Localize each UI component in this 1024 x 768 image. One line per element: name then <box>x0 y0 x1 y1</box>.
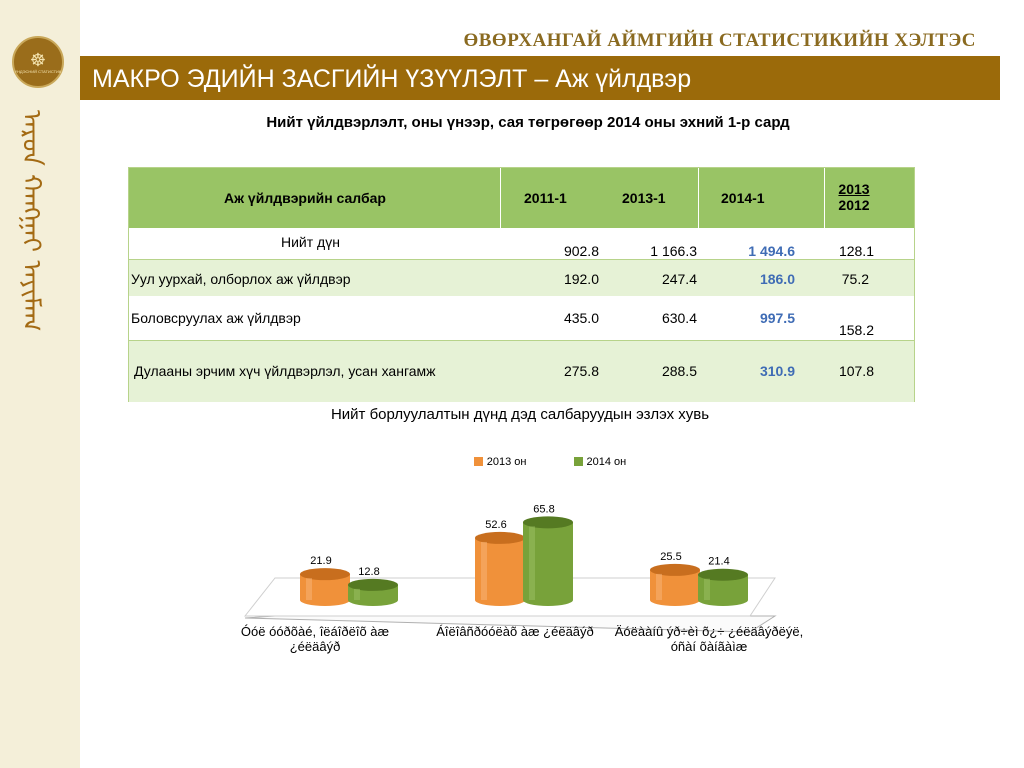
category-label: Óóë óóðõàé, îëáîðëîõ àæ ¿éëäâýð <box>240 624 390 654</box>
bar <box>300 574 350 606</box>
row-2013: 630.4 <box>661 310 697 326</box>
header-ratio-top: 2013 <box>838 181 870 197</box>
row-2014: 186.0 <box>759 271 795 287</box>
table-row: Уул уурхай, олборлох аж үйлдвэр 192.0 24… <box>129 259 914 298</box>
bar-top <box>300 568 350 581</box>
mongolian-script-text: ᠠᠷᠤᠨ ᠬᠠᠩᠭᠠᠢ ᠠᠶᠢᠮᠠᠭ <box>16 110 46 332</box>
sidebar: ☸ ҮНДЭСНИЙ СТАТИСТИК ᠠᠷᠤᠨ ᠬᠠᠩᠭᠠᠢ ᠠᠶᠢᠮᠠᠭ <box>0 0 80 768</box>
bars-group: 21.9 12.8 52.6 65.8 25.5 21.4 <box>300 503 748 606</box>
bar-data-label: 65.8 <box>533 503 554 515</box>
header-sector: Аж үйлдвэрийн салбар <box>224 190 386 206</box>
row-2014: 310.9 <box>759 363 795 379</box>
bar-highlight <box>656 573 662 600</box>
bar <box>650 569 700 606</box>
bar-top <box>698 568 748 581</box>
table-header-row: Аж үйлдвэрийн салбар 2011-1 2013-1 2014-… <box>129 168 914 229</box>
bar-top <box>475 531 525 544</box>
legend-label: 2013 он <box>486 456 527 468</box>
legend-label: 2014 он <box>586 456 627 468</box>
header-2014: 2014-1 <box>721 190 765 206</box>
bar-top <box>650 563 700 576</box>
bar-data-label: 52.6 <box>485 519 506 531</box>
row-name: Нийт дүн <box>281 234 340 250</box>
header-ratio: 2013 2012 <box>824 181 884 213</box>
bar <box>348 584 398 606</box>
row-name: Дулааны эрчим хүч үйлдвэрлэл, усан ханга… <box>134 363 436 379</box>
bar-top <box>523 516 573 529</box>
row-2011: 275.8 <box>563 363 599 379</box>
org-title: ӨВӨРХАНГАЙ АЙМГИЙН СТАТИСТИКИЙН ХЭЛТЭС <box>463 30 976 51</box>
row-2011: 902.8 <box>563 243 599 259</box>
legend-item-2013: 2013 он <box>473 456 527 468</box>
chart-title: Нийт борлуулалтын дүнд дэд салбаруудын э… <box>330 406 710 423</box>
bar-chart: 21.9 12.8 52.6 65.8 25.5 21.4 <box>243 503 777 633</box>
table-row: Дулааны эрчим хүч үйлдвэрлэл, усан ханга… <box>129 340 914 402</box>
row-2013: 1 166.3 <box>650 243 697 259</box>
table-row: Боловсруулах аж үйлдвэр 435.0 630.4 997.… <box>129 296 914 340</box>
row-name: Уул уурхай, олборлох аж үйлдвэр <box>131 271 351 287</box>
row-2014: 1 494.6 <box>748 243 795 259</box>
bar-highlight <box>704 578 710 600</box>
chart-legend: 2013 он 2014 он <box>0 456 1024 468</box>
legend-item-2014: 2014 он <box>573 456 627 468</box>
bar-data-label: 21.4 <box>708 556 729 568</box>
bar <box>698 574 748 606</box>
row-2011: 435.0 <box>563 310 599 326</box>
row-2013: 288.5 <box>661 363 697 379</box>
bar-data-label: 12.8 <box>358 566 379 578</box>
bar-data-label: 21.9 <box>310 555 331 567</box>
category-label: Äóëààíû ýð÷èì õ¿÷ ¿éëäâýðëýë, óñàí õàíãà… <box>614 624 804 654</box>
logo-caption: ҮНДЭСНИЙ СТАТИСТИК <box>14 68 62 74</box>
logo-emblem-icon: ☸ <box>29 49 47 70</box>
header-2011: 2011-1 <box>524 190 567 206</box>
table-row: Нийт дүн 902.8 1 166.3 1 494.6 128.1 <box>129 228 914 259</box>
bar-highlight <box>306 578 312 600</box>
row-name: Боловсруулах аж үйлдвэр <box>131 310 301 326</box>
row-2013: 247.4 <box>661 271 697 287</box>
bar <box>475 537 525 606</box>
row-ratio: 107.8 <box>838 363 874 379</box>
bar-highlight <box>529 526 535 600</box>
bar <box>523 522 573 606</box>
data-table: Аж үйлдвэрийн салбар 2011-1 2013-1 2014-… <box>128 167 915 402</box>
bar-highlight <box>481 541 487 600</box>
legend-swatch-2014 <box>573 457 583 466</box>
row-ratio: 75.2 <box>841 271 869 287</box>
category-label: Áîëîâñðóóëàõ àæ ¿éëäâýð <box>436 624 594 639</box>
header-ratio-bottom: 2012 <box>838 197 870 213</box>
header-2013: 2013-1 <box>622 190 666 206</box>
row-ratio: 128.1 <box>838 243 874 259</box>
row-2014: 997.5 <box>759 310 795 326</box>
bar-data-label: 25.5 <box>660 551 681 563</box>
logo: ☸ ҮНДЭСНИЙ СТАТИСТИК <box>12 36 64 88</box>
bar-top <box>348 578 398 591</box>
row-ratio: 158.2 <box>838 322 874 338</box>
table-subtitle: Нийт үйлдвэрлэлт, оны үнээр, сая төгрөгө… <box>266 114 790 131</box>
bar-highlight <box>354 588 360 600</box>
banner: МАКРО ЭДИЙН ЗАСГИЙН ҮЗҮҮЛЭЛТ – Аж үйлдвэ… <box>80 56 1000 100</box>
legend-swatch-2013 <box>473 457 483 466</box>
banner-title: МАКРО ЭДИЙН ЗАСГИЙН ҮЗҮҮЛЭЛТ – Аж үйлдвэ… <box>92 65 692 93</box>
row-2011: 192.0 <box>563 271 599 287</box>
